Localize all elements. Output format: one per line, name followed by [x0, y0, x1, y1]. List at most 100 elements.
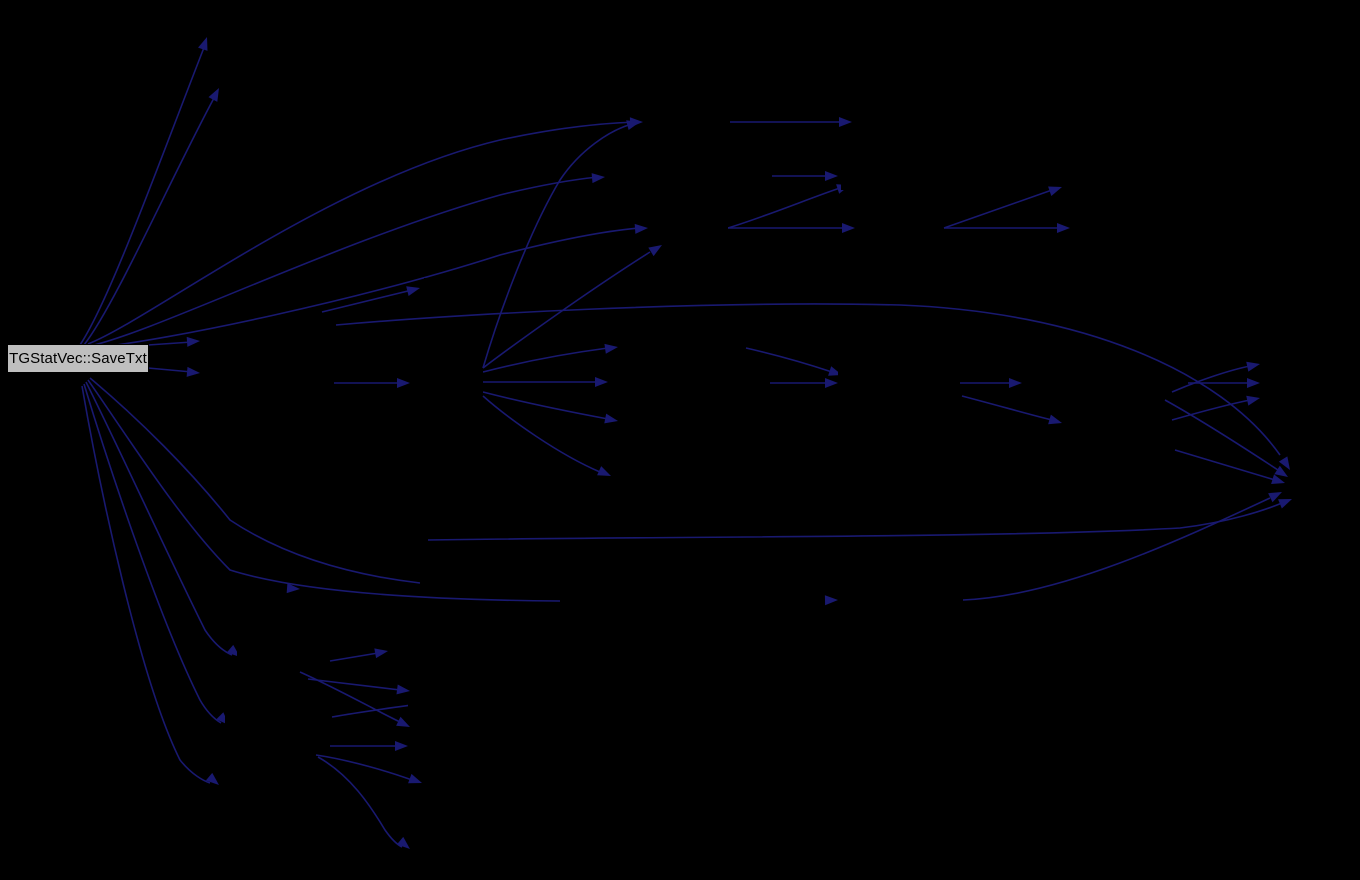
graph-edge-arrowhead	[1246, 361, 1260, 372]
graph-edge	[962, 497, 1271, 601]
graph-edge-arrowhead	[825, 171, 838, 181]
graph-edge	[321, 289, 413, 313]
graph-edge	[335, 303, 1281, 456]
graph-edge	[87, 121, 637, 345]
graph-edge-arrowhead	[226, 644, 240, 657]
graph-edge-arrowhead	[396, 716, 410, 727]
graph-node[interactable]	[841, 164, 941, 190]
graph-node[interactable]	[415, 368, 483, 394]
graph-node[interactable]	[615, 370, 750, 396]
graph-edge-arrowhead	[1048, 186, 1062, 196]
graph-edge-arrowhead	[186, 336, 200, 347]
graph-edge	[81, 385, 211, 784]
graph-edge	[79, 44, 206, 346]
graph-edge-arrowhead	[286, 583, 300, 594]
graph-edge-arrowhead	[396, 836, 410, 849]
graph-edge	[427, 502, 1283, 541]
graph-edge	[317, 756, 403, 848]
graph-edge	[89, 176, 599, 347]
graph-node[interactable]	[388, 645, 458, 671]
graph-edge	[1164, 399, 1279, 471]
graph-node[interactable]	[1022, 370, 1162, 396]
graph-edge-arrowhead	[408, 773, 422, 784]
graph-edge	[87, 379, 561, 602]
graph-edge-arrowhead	[1278, 499, 1292, 509]
graph-edge-arrowhead	[374, 648, 388, 659]
graph-node[interactable]	[852, 110, 942, 136]
graph-node[interactable]	[622, 460, 747, 486]
graph-node[interactable]	[845, 586, 963, 612]
graph-edge	[91, 227, 641, 349]
graph-edge-arrowhead	[1048, 414, 1062, 425]
graph-node[interactable]	[225, 705, 285, 731]
graph-edge	[1171, 399, 1251, 421]
graph-node[interactable]	[1296, 470, 1360, 496]
graph-node[interactable]	[1065, 408, 1170, 434]
graph-edge-arrowhead	[406, 286, 420, 296]
graph-edge-arrowhead	[208, 88, 219, 102]
graph-edge	[482, 251, 651, 369]
graph-node[interactable]	[413, 827, 483, 853]
graph-edge	[315, 754, 413, 781]
graph-edge-arrowhead	[842, 223, 855, 233]
edge-layer	[79, 37, 1292, 849]
graph-node[interactable]	[1070, 215, 1160, 241]
graph-node[interactable]	[424, 278, 484, 304]
graph-node[interactable]	[408, 735, 478, 761]
graph-edge-arrowhead	[1246, 395, 1260, 406]
graph-edge	[147, 341, 193, 346]
graph-edge	[482, 391, 609, 420]
graph-edge	[83, 97, 215, 346]
graph-edge	[331, 704, 413, 718]
graph-edge-arrowhead	[824, 595, 838, 606]
graph-edge-arrowhead	[396, 684, 410, 695]
graph-edge-arrowhead	[597, 466, 611, 476]
graph-node[interactable]	[237, 640, 297, 666]
graph-edge	[482, 347, 609, 373]
graph-edge	[299, 671, 401, 723]
graph-node[interactable]	[608, 164, 728, 190]
graph-edge	[83, 383, 222, 724]
graph-edge-arrowhead	[186, 366, 200, 377]
graph-node[interactable]	[410, 676, 480, 702]
graph-edge	[1174, 449, 1276, 481]
graph-edge	[147, 367, 193, 373]
graph-edge	[745, 347, 833, 373]
graph-edge-arrowhead	[1057, 223, 1070, 233]
graph-edge	[943, 189, 1053, 229]
graph-edge-arrowhead	[634, 223, 648, 234]
graph-edge	[329, 652, 379, 662]
graph-node[interactable]	[1270, 387, 1360, 413]
graph-edge-arrowhead	[198, 37, 208, 51]
graph-edge-arrowhead	[626, 120, 640, 130]
graph-edge	[307, 678, 401, 691]
graph-edge-arrowhead	[825, 378, 838, 388]
graph-node[interactable]	[665, 232, 730, 258]
graph-node[interactable]	[645, 110, 730, 136]
graph-edge-arrowhead	[595, 377, 608, 387]
graph-edge-arrowhead	[1274, 465, 1288, 477]
graph-edge-arrowhead	[591, 173, 605, 184]
graph-edge-arrowhead	[1009, 378, 1022, 388]
graph-edge-arrowhead	[604, 413, 618, 424]
graph-edge	[961, 395, 1053, 421]
graph-edge-arrowhead	[1268, 492, 1282, 503]
graph-node[interactable]	[838, 370, 960, 396]
graph-node[interactable]	[425, 775, 495, 801]
graph-edge-arrowhead	[397, 378, 410, 388]
graph-node[interactable]	[220, 766, 280, 792]
graph-node-tgstatvec-savetxt[interactable]: TGStatVec::SaveTxt	[7, 344, 149, 373]
graph-node[interactable]	[630, 409, 745, 435]
graph-edge-arrowhead	[1278, 456, 1290, 470]
graph-edge	[89, 377, 421, 584]
graph-edge-arrowhead	[648, 245, 662, 257]
graph-node[interactable]	[858, 215, 943, 241]
graph-node[interactable]	[625, 335, 745, 361]
graph-edge-arrowhead	[395, 741, 408, 751]
graph-edge	[727, 187, 841, 229]
graph-edge-arrowhead	[604, 343, 618, 354]
graph-node[interactable]	[1062, 176, 1162, 202]
graph-edge-arrowhead	[1247, 378, 1260, 388]
graph-edge-arrowhead	[839, 117, 852, 127]
